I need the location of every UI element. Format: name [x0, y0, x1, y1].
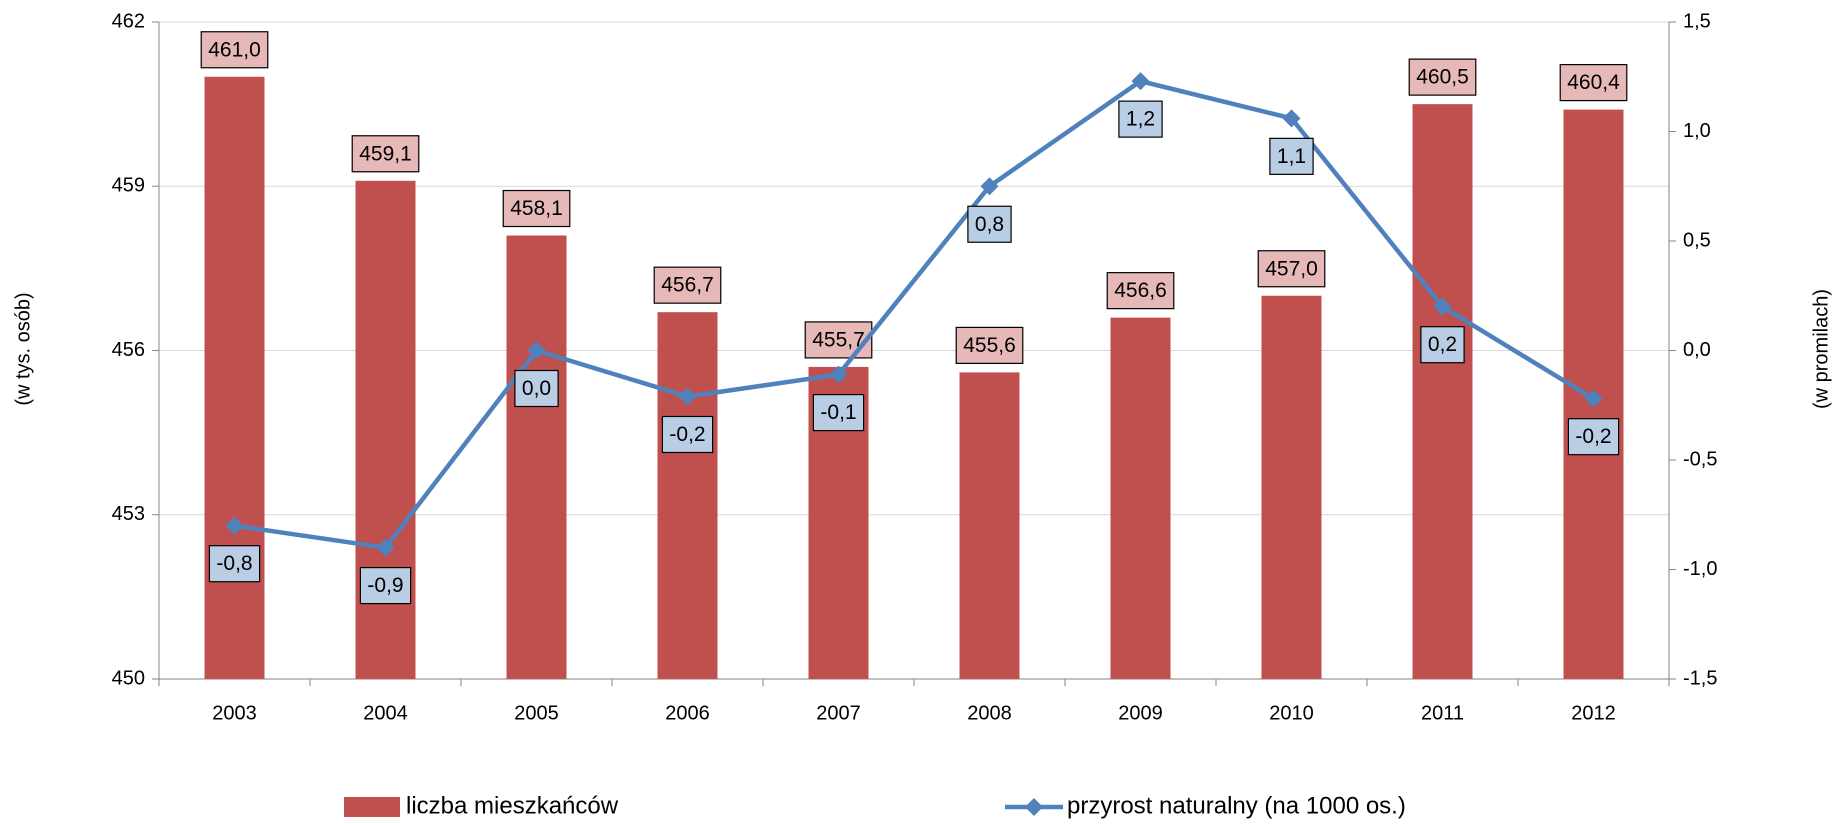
data-label: 1,1 — [1277, 145, 1306, 168]
data-label-box — [812, 393, 865, 432]
data-label-box — [351, 135, 420, 173]
data-label: 455,6 — [963, 334, 1016, 357]
data-label: -0,8 — [216, 552, 252, 575]
data-label: 0,2 — [1428, 333, 1457, 356]
data-label-box — [1106, 272, 1175, 310]
data-label: -0,2 — [669, 423, 705, 446]
line-marker — [678, 387, 697, 406]
x-tick-label: 2007 — [816, 702, 861, 724]
data-label: 457,0 — [1265, 257, 1318, 280]
bar — [1412, 104, 1473, 679]
data-label: 1,2 — [1126, 108, 1155, 131]
y2-tick-label: 0,0 — [1683, 339, 1711, 361]
y-tick-label: 459 — [112, 175, 145, 197]
x-tick-label: 2009 — [1118, 702, 1163, 724]
bar — [1261, 295, 1322, 679]
line-marker — [1433, 297, 1452, 316]
y-tick-label: 450 — [112, 667, 145, 689]
data-label: 460,5 — [1416, 66, 1469, 89]
bar — [657, 312, 718, 679]
data-label: 455,7 — [812, 328, 865, 351]
line-marker — [1584, 389, 1603, 408]
legend-label: liczba mieszkańców — [406, 792, 619, 819]
y2-tick-label: -0,5 — [1683, 448, 1717, 470]
data-label-box — [1269, 137, 1314, 175]
data-label-box — [200, 31, 269, 69]
data-label: 0,8 — [975, 213, 1004, 236]
x-tick-label: 2008 — [967, 702, 1012, 724]
legend-label: przyrost naturalny (na 1000 os.) — [1067, 792, 1406, 819]
line-marker — [1282, 109, 1301, 128]
line — [234, 78, 1595, 550]
line-marker — [225, 516, 244, 535]
y-tick-label: 456 — [112, 339, 145, 361]
y2-tick-label: -1,0 — [1683, 558, 1717, 580]
y2-tick-label: -1,5 — [1683, 667, 1717, 689]
bar — [204, 76, 265, 679]
data-label-box — [653, 266, 722, 304]
y-axis-title: (w tys. osób) — [12, 292, 34, 405]
data-label: 456,7 — [661, 274, 714, 297]
data-label-box — [359, 566, 412, 605]
data-label: -0,2 — [1575, 425, 1611, 448]
data-label: 460,4 — [1567, 71, 1620, 94]
data-label: 0,0 — [522, 377, 551, 400]
data-label-box — [1257, 250, 1326, 288]
bar — [1110, 317, 1171, 679]
data-label-box — [502, 189, 571, 228]
data-label-box — [1567, 418, 1620, 456]
legend-swatch — [344, 797, 400, 817]
line-marker — [1131, 72, 1150, 91]
data-label-box — [804, 321, 873, 359]
line-marker — [980, 177, 999, 196]
y2-axis-title: (w promilach) — [1810, 289, 1832, 409]
x-tick-label: 2003 — [212, 702, 257, 724]
x-tick-label: 2004 — [363, 702, 408, 724]
data-label: 456,6 — [1114, 279, 1167, 302]
x-tick-label: 2011 — [1421, 702, 1464, 724]
data-label-box — [1559, 63, 1628, 102]
data-label-box — [208, 545, 261, 583]
data-label-box — [1420, 326, 1465, 364]
bar — [355, 180, 416, 679]
line-marker — [527, 341, 546, 360]
data-label-box — [955, 326, 1024, 364]
data-label-box — [967, 205, 1012, 243]
line-marker — [376, 538, 395, 557]
x-tick-label: 2010 — [1269, 702, 1314, 724]
data-label: 458,1 — [510, 197, 563, 220]
data-label-box — [1118, 100, 1163, 138]
data-label-box — [661, 415, 714, 454]
y-tick-label: 462 — [112, 10, 145, 32]
y-tick-label: 453 — [112, 503, 145, 525]
x-tick-label: 2006 — [665, 702, 710, 724]
data-label: -0,9 — [367, 574, 403, 597]
line-marker — [829, 365, 848, 384]
y2-tick-label: 0,5 — [1683, 229, 1711, 251]
data-label: 459,1 — [359, 142, 412, 165]
data-label: -0,1 — [820, 401, 856, 424]
y2-tick-label: 1,0 — [1683, 120, 1711, 142]
legend-marker — [1025, 798, 1043, 816]
x-tick-label: 2005 — [514, 702, 559, 724]
data-label-box — [514, 369, 559, 408]
bar — [959, 372, 1020, 679]
bar — [506, 235, 567, 679]
data-label: 461,0 — [208, 38, 261, 61]
x-tick-label: 2012 — [1571, 702, 1616, 724]
data-label-box — [1408, 58, 1477, 96]
y2-tick-label: 1,5 — [1683, 10, 1711, 32]
